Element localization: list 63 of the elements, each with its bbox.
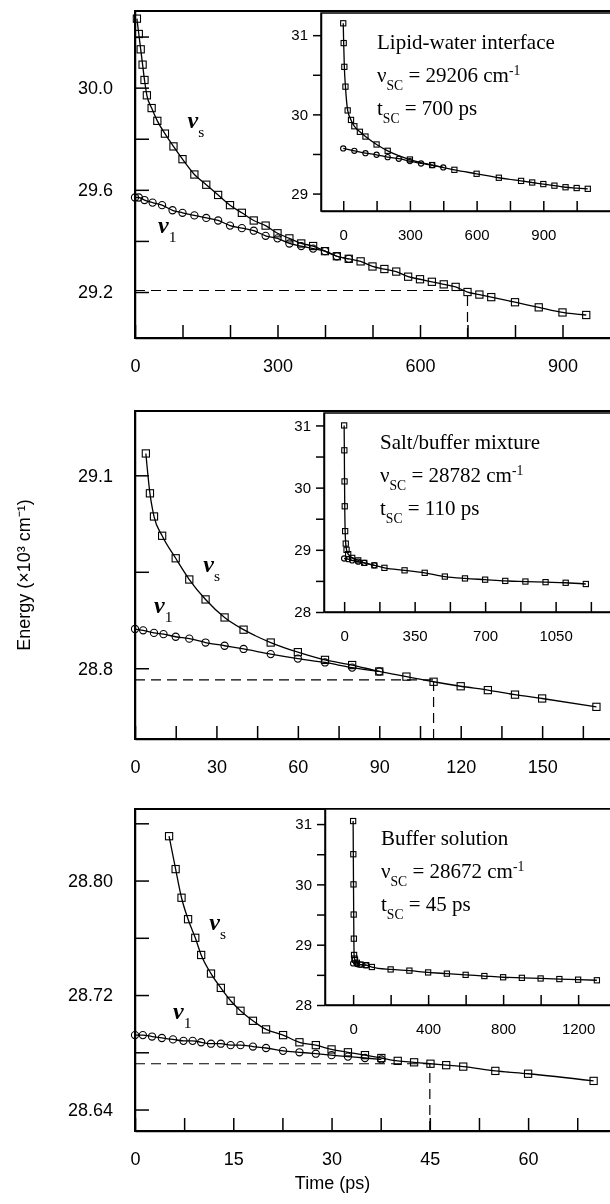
y-tick-label: 28.64 xyxy=(67,1099,113,1120)
x-tick-label: 0 xyxy=(130,1148,141,1169)
y-tick-label: 29 xyxy=(291,184,308,202)
annotation: ν$_{SC}$ = 28672 cm$^{-1}$ xyxy=(381,858,525,889)
y-tick-label: 30 xyxy=(295,875,312,893)
x-tick-label: 400 xyxy=(416,1019,442,1037)
series-label: ν$_{s}$ xyxy=(209,908,227,942)
y-tick-label: 31 xyxy=(295,815,312,833)
series-label: ν$_{s}$ xyxy=(187,107,205,140)
x-tick-label: 0 xyxy=(130,355,141,376)
series-label: ν$_{1}$ xyxy=(154,591,173,625)
y-tick-label: 30 xyxy=(294,478,311,496)
x-axis-title: Time (ps) xyxy=(294,1173,371,1193)
annotation: t$_{SC}$ = 110 ps xyxy=(380,496,480,526)
y-axis-title: Energy (×10³ cm⁻¹) xyxy=(14,499,34,651)
x-tick-label: 30 xyxy=(206,756,227,777)
annotation: ν$_{SC}$ = 28782 cm$^{-1}$ xyxy=(380,462,524,493)
y-tick-label: 30 xyxy=(291,105,308,123)
annotation: ν$_{SC}$ = 29206 cm$^{-1}$ xyxy=(377,62,521,93)
series-label: ν$_{1}$ xyxy=(158,212,177,245)
x-tick-label: 1050 xyxy=(539,626,573,644)
y-tick-label: 28.80 xyxy=(67,870,113,891)
y-tick-label: 28 xyxy=(294,603,311,621)
x-tick-label: 120 xyxy=(446,756,477,777)
y-tick-label: 28.8 xyxy=(77,658,113,679)
x-tick-label: 800 xyxy=(491,1019,517,1037)
x-tick-label: 1200 xyxy=(561,1019,596,1037)
y-tick-label: 30.0 xyxy=(77,77,113,98)
x-tick-label: 300 xyxy=(397,225,423,243)
x-tick-label: 900 xyxy=(531,225,557,243)
y-tick-label: 29.6 xyxy=(77,180,113,201)
y-tick-label: 31 xyxy=(291,26,308,44)
x-tick-label: 60 xyxy=(288,756,309,777)
x-tick-label: 700 xyxy=(473,626,499,644)
annotation: Salt/buffer mixture xyxy=(380,430,540,454)
annotation: Buffer solution xyxy=(381,826,509,850)
y-tick-label: 29.2 xyxy=(77,282,113,303)
x-tick-label: 0 xyxy=(339,225,348,243)
y-tick-label: 28 xyxy=(295,996,312,1014)
x-tick-label: 300 xyxy=(262,355,294,376)
x-tick-label: 15 xyxy=(223,1148,244,1169)
y-tick-label: 29 xyxy=(295,935,312,953)
y-tick-label: 29.1 xyxy=(77,465,113,486)
x-tick-label: 600 xyxy=(464,225,490,243)
x-tick-label: 90 xyxy=(369,756,390,777)
x-tick-label: 45 xyxy=(420,1148,441,1169)
series-label: ν$_{s}$ xyxy=(203,550,221,583)
y-tick-label: 31 xyxy=(294,416,311,434)
annotation: Lipid-water interface xyxy=(377,30,555,54)
annotation: t$_{SC}$ = 700 ps xyxy=(377,96,478,126)
y-tick-label: 28.72 xyxy=(67,985,113,1006)
annotation: t$_{SC}$ = 45 ps xyxy=(381,892,471,922)
x-tick-label: 0 xyxy=(340,626,349,644)
x-tick-label: 0 xyxy=(349,1019,358,1037)
series-label: ν$_{1}$ xyxy=(173,998,192,1031)
x-tick-label: 350 xyxy=(402,626,428,644)
x-tick-label: 150 xyxy=(527,756,558,777)
x-tick-label: 0 xyxy=(130,756,141,777)
x-tick-label: 600 xyxy=(405,355,436,376)
y-tick-label: 29 xyxy=(294,541,311,559)
x-tick-label: 900 xyxy=(547,355,579,376)
x-tick-label: 30 xyxy=(322,1148,343,1169)
x-tick-label: 60 xyxy=(518,1148,539,1169)
